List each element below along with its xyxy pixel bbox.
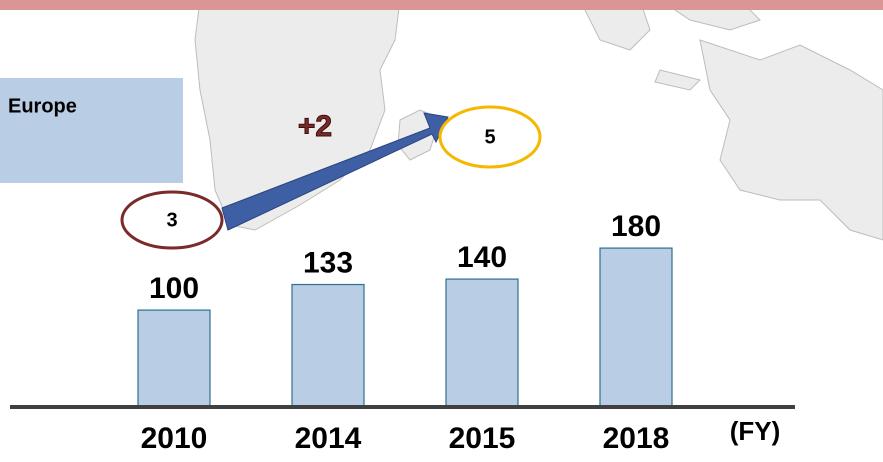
x-tick-label: 2010 — [141, 422, 208, 455]
value-label: 133 — [303, 246, 353, 279]
value-label: 140 — [457, 241, 507, 274]
top-band — [0, 0, 883, 10]
region-label: Europe — [8, 95, 77, 117]
x-tick-label: 2018 — [603, 422, 670, 455]
map-background — [194, 0, 883, 241]
bar — [445, 278, 519, 408]
change-label: +2 — [298, 110, 332, 143]
region-box — [0, 78, 183, 183]
x-unit: (FY) — [730, 416, 781, 446]
x-tick-label: 2014 — [295, 422, 362, 455]
end-value: 5 — [484, 126, 495, 148]
value-label: 180 — [611, 210, 661, 243]
start-value: 3 — [166, 209, 177, 231]
end-ellipse — [438, 105, 542, 169]
bar — [291, 283, 365, 408]
bar — [137, 309, 211, 408]
value-label: 100 — [149, 272, 199, 305]
bar — [599, 247, 673, 408]
start-ellipse — [120, 190, 224, 250]
x-tick-label: 2015 — [449, 422, 516, 455]
